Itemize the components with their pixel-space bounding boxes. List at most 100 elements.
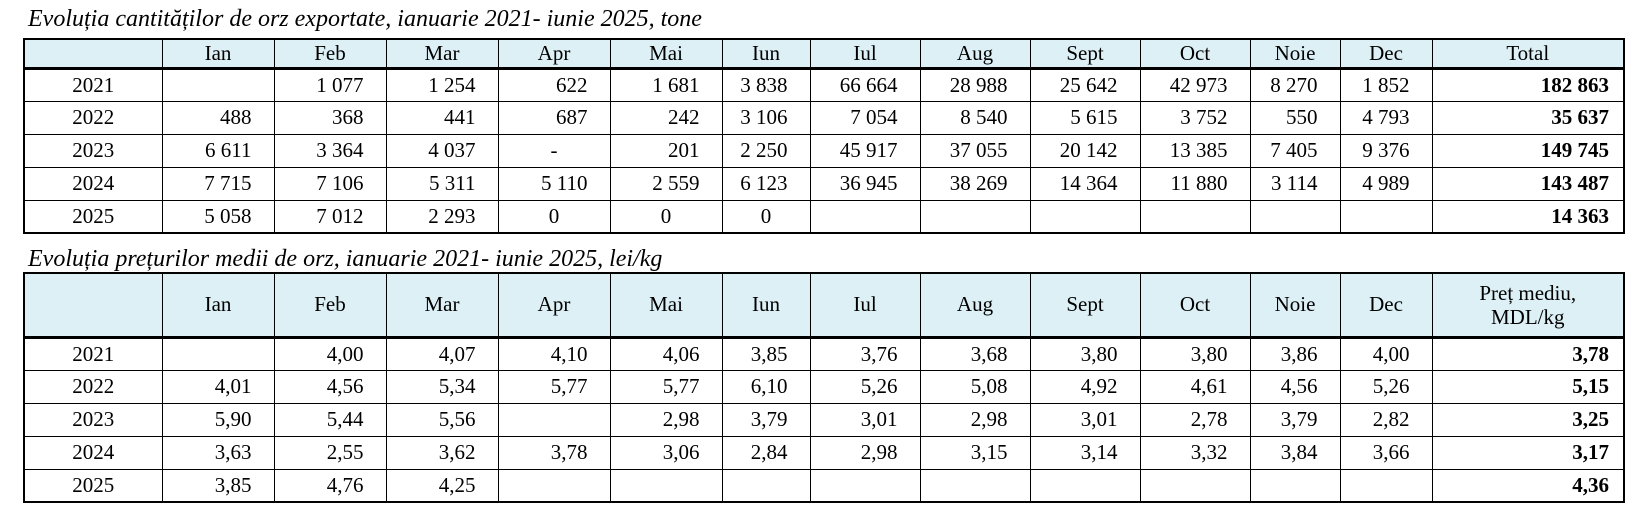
value-cell: 441 [385,100,499,135]
value-cell: 550 [1249,100,1341,135]
total-cell: 149 745 [1431,133,1625,168]
total-cell: 143 487 [1431,166,1625,201]
value-cell [161,336,275,371]
value-cell: 2,98 [919,402,1031,437]
value-cell: 0 [497,199,611,234]
value-cell: 2 250 [721,133,811,168]
value-cell: 1 852 [1339,67,1433,102]
value-cell: 4,00 [273,336,387,371]
value-cell [721,468,811,503]
total-cell: 14 363 [1431,199,1625,234]
value-cell: 42 973 [1139,67,1251,102]
value-cell: 2,98 [609,402,723,437]
value-cell: 8 540 [919,100,1031,135]
value-cell: 11 880 [1139,166,1251,201]
value-cell: 5 615 [1029,100,1141,135]
value-cell [497,468,611,503]
value-cell: 9 376 [1339,133,1433,168]
value-cell: 3 838 [721,67,811,102]
value-cell: 201 [609,133,723,168]
average-prices-table: Ian Feb Mar Apr Mai Iun Iul Aug Sept Oct… [23,272,1625,503]
value-cell: 0 [721,199,811,234]
value-cell: 4,76 [273,468,387,503]
year-cell: 2023 [23,133,163,168]
value-cell: 4,07 [385,336,499,371]
value-cell: 3,85 [721,336,811,371]
table1-header-cell: Noie [1249,38,1341,70]
total-cell: 35 637 [1431,100,1625,135]
value-cell [1029,468,1141,503]
value-cell: 5 058 [161,199,275,234]
value-cell: 4,10 [497,336,611,371]
value-cell: 3,86 [1249,336,1341,371]
value-cell: 7 106 [273,166,387,201]
value-cell: 14 364 [1029,166,1141,201]
value-cell [497,402,611,437]
value-cell: 3,84 [1249,435,1341,470]
value-cell [1249,468,1341,503]
value-cell: 3,85 [161,468,275,503]
table2-header-cell: Sept [1029,272,1141,339]
table2-header-cell: Mai [609,272,723,339]
year-cell: 2021 [23,336,163,371]
value-cell: 3,68 [919,336,1031,371]
value-cell: 36 945 [809,166,921,201]
table2-header-cell: Aug [919,272,1031,339]
value-cell: 3,80 [1139,336,1251,371]
value-cell: 7 405 [1249,133,1341,168]
total-cell: 4,36 [1431,468,1625,503]
table2-header-cell [23,272,163,339]
value-cell: 368 [273,100,387,135]
value-cell: 5 110 [497,166,611,201]
total-cell: 3,78 [1431,336,1625,371]
value-cell: 20 142 [1029,133,1141,168]
value-cell: 2,84 [721,435,811,470]
avg-price-unit: MDL/kg [1491,304,1565,329]
value-cell: 4,92 [1029,369,1141,404]
value-cell: 6,10 [721,369,811,404]
value-cell [161,67,275,102]
year-cell: 2022 [23,369,163,404]
value-cell: 3,80 [1029,336,1141,371]
value-cell: 4 989 [1339,166,1433,201]
value-cell: 3,66 [1339,435,1433,470]
value-cell [919,468,1031,503]
table1-header-cell [23,38,163,70]
value-cell: 38 269 [919,166,1031,201]
value-cell: 3 114 [1249,166,1341,201]
value-cell: 2,98 [809,435,921,470]
value-cell: 3,62 [385,435,499,470]
total-cell: 3,17 [1431,435,1625,470]
value-cell: 4,56 [273,369,387,404]
value-cell: 3,78 [497,435,611,470]
value-cell [809,199,921,234]
value-cell: 37 055 [919,133,1031,168]
year-cell: 2022 [23,100,163,135]
value-cell: 3 106 [721,100,811,135]
value-cell: 622 [497,67,611,102]
value-cell: 28 988 [919,67,1031,102]
value-cell: 7 054 [809,100,921,135]
value-cell: 4,56 [1249,369,1341,404]
table1-header-cell: Iul [809,38,921,70]
value-cell [1339,468,1433,503]
value-cell: 1 681 [609,67,723,102]
value-cell: 7 012 [273,199,387,234]
table2-row: 2025 3,85 4,76 4,25 4,36 [23,468,1625,503]
value-cell: 5 311 [385,166,499,201]
value-cell: 2 293 [385,199,499,234]
table1-header-cell: Iun [721,38,811,70]
total-cell: 182 863 [1431,67,1625,102]
year-cell: 2023 [23,402,163,437]
value-cell [809,468,921,503]
value-cell: 6 611 [161,133,275,168]
table2-header-cell: Feb [273,272,387,339]
value-cell: 3,15 [919,435,1031,470]
table1-row: 2022 488 368 441 687 242 3 106 7 054 8 540 5 615 3… [23,100,1625,135]
table1-header-cell: Ian [161,38,275,70]
value-cell [1339,199,1433,234]
value-cell: 3,01 [1029,402,1141,437]
avg-price-label: Preț mediu, [1479,280,1577,305]
table1-header-cell: Dec [1339,38,1433,70]
value-cell [1139,199,1251,234]
